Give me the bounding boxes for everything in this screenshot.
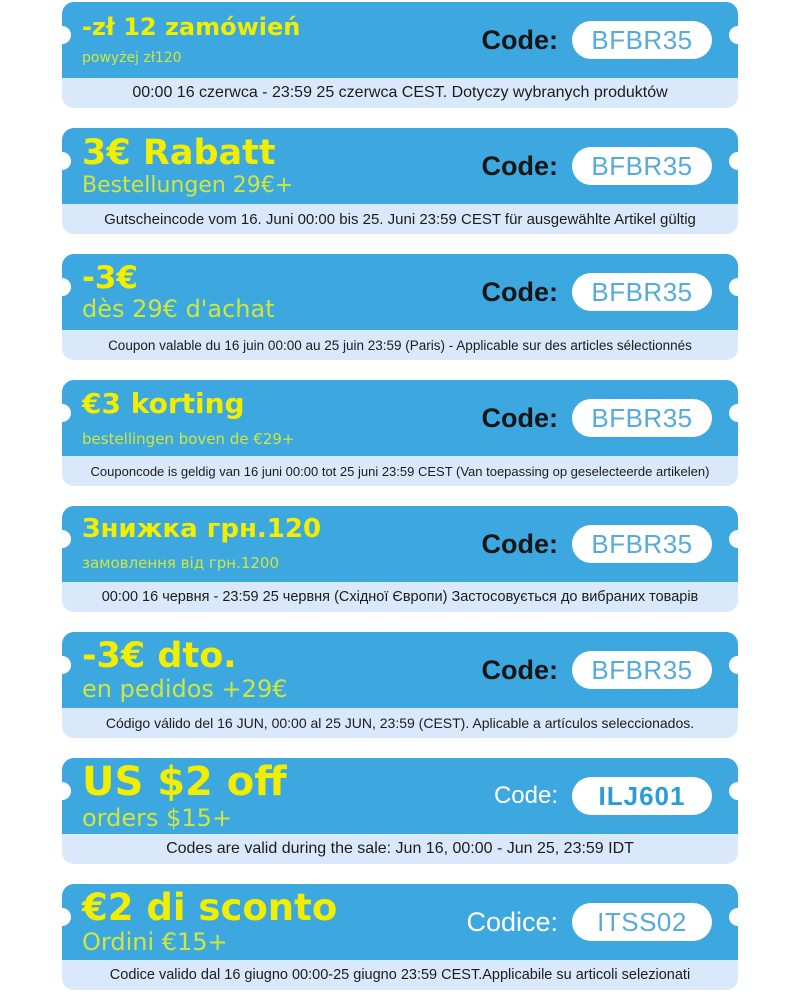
validity-text: Código válido del 16 JUN, 00:00 al 25 JU… bbox=[105, 715, 695, 731]
discount-condition: Bestellungen 29€+ bbox=[82, 172, 294, 198]
coupon-code-pill[interactable]: BFBR35 bbox=[572, 525, 712, 563]
coupon-footer: Codice valido dal 16 giugno 00:00-25 giu… bbox=[62, 960, 738, 990]
validity-text: 00:00 16 czerwca - 23:59 25 czerwca CEST… bbox=[132, 84, 668, 101]
coupon-footer: 00:00 16 czerwca - 23:59 25 czerwca CEST… bbox=[62, 78, 738, 108]
ticket-notch-right bbox=[729, 656, 738, 674]
coupon-code-pill[interactable]: ITSS02 bbox=[572, 903, 712, 941]
ticket-notch-left bbox=[62, 278, 71, 296]
code-label: Code: bbox=[481, 528, 559, 559]
coupon-footer: 00:00 16 червня - 23:59 25 червня (Східн… bbox=[62, 582, 738, 612]
discount-condition: en pedidos +29€ bbox=[82, 674, 288, 703]
ticket-notch-right bbox=[729, 278, 738, 296]
ticket-notch-right bbox=[729, 404, 738, 422]
validity-text: Gutscheincode vom 16. Juni 00:00 bis 25.… bbox=[104, 210, 696, 228]
coupon-code: BFBR35 bbox=[591, 150, 693, 181]
ticket-notch-left bbox=[62, 404, 71, 422]
code-label: Code: bbox=[481, 276, 559, 307]
discount-title: Знижка грн.120 bbox=[82, 514, 322, 545]
ticket-notch-left bbox=[62, 530, 71, 548]
code-label: Code: bbox=[493, 782, 558, 809]
coupon-card-poland: -zł 12 zamówień powyżej zł120 Code: BFBR… bbox=[62, 2, 738, 108]
validity-text: Codice valido dal 16 giugno 00:00-25 giu… bbox=[109, 967, 691, 983]
code-label: Code: bbox=[481, 24, 559, 55]
coupon-code-pill[interactable]: ILJ601 bbox=[572, 777, 712, 815]
coupon-header: Знижка грн.120 замовлення від грн.1200 C… bbox=[62, 506, 738, 582]
coupon-header: €2 di sconto Ordini €15+ Codice: ITSS02 bbox=[62, 884, 738, 960]
validity-text: Coupon valable du 16 juin 00:00 au 25 ju… bbox=[108, 337, 692, 353]
coupon-code-pill[interactable]: BFBR35 bbox=[572, 273, 712, 311]
discount-condition: orders $15+ bbox=[82, 803, 233, 832]
validity-text: Couponcode is geldig van 16 juni 00:00 t… bbox=[90, 463, 710, 479]
discount-title: -3€ bbox=[82, 259, 139, 296]
coupon-footer: Codes are valid during the sale: Jun 16,… bbox=[62, 834, 738, 864]
ticket-notch-right bbox=[729, 908, 738, 926]
coupon-footer: Código válido del 16 JUN, 00:00 al 25 JU… bbox=[62, 708, 738, 738]
coupon-code: BFBR35 bbox=[591, 528, 693, 559]
discount-condition: Ordini €15+ bbox=[82, 927, 228, 956]
discount-title: 3€ Rabatt bbox=[82, 132, 276, 173]
code-label: Code: bbox=[481, 402, 559, 433]
ticket-notch-right bbox=[729, 530, 738, 548]
ticket-notch-left bbox=[62, 152, 71, 170]
coupon-footer: Coupon valable du 16 juin 00:00 au 25 ju… bbox=[62, 330, 738, 360]
ticket-notch-right bbox=[729, 26, 738, 44]
ticket-notch-right bbox=[729, 782, 738, 800]
coupon-code: BFBR35 bbox=[591, 24, 693, 55]
coupon-card-netherlands: €3 korting bestellingen boven de €29+ Co… bbox=[62, 380, 738, 486]
ticket-notch-left bbox=[62, 908, 71, 926]
validity-text: 00:00 16 червня - 23:59 25 червня (Східн… bbox=[101, 589, 699, 605]
coupon-code: ILJ601 bbox=[598, 780, 686, 811]
coupon-card-ukraine: Знижка грн.120 замовлення від грн.1200 C… bbox=[62, 506, 738, 612]
coupon-code-pill[interactable]: BFBR35 bbox=[572, 651, 712, 689]
discount-title: €2 di sconto bbox=[82, 886, 338, 930]
discount-condition: powyżej zł120 bbox=[82, 49, 182, 66]
coupon-footer: Gutscheincode vom 16. Juni 00:00 bis 25.… bbox=[62, 204, 738, 234]
code-label: Code: bbox=[481, 654, 559, 685]
coupon-header: US $2 off orders $15+ Code: ILJ601 bbox=[62, 758, 738, 834]
discount-condition: bestellingen boven de €29+ bbox=[82, 429, 295, 448]
coupon-header: -3€ dès 29€ d'achat Code: BFBR35 bbox=[62, 254, 738, 330]
coupon-code: ITSS02 bbox=[597, 906, 687, 937]
discount-condition: dès 29€ d'achat bbox=[82, 294, 275, 323]
discount-title: -3€ dto. bbox=[82, 635, 237, 676]
coupon-code: BFBR35 bbox=[591, 402, 693, 433]
coupon-header: -zł 12 zamówień powyżej zł120 Code: BFBR… bbox=[62, 2, 738, 78]
coupon-card-us: US $2 off orders $15+ Code: ILJ601 Codes… bbox=[62, 758, 738, 864]
discount-condition: замовлення від грн.1200 bbox=[82, 554, 280, 573]
discount-title: -zł 12 zamówień bbox=[82, 13, 301, 42]
coupon-card-italy: €2 di sconto Ordini €15+ Codice: ITSS02 … bbox=[62, 884, 738, 990]
discount-title: US $2 off bbox=[82, 758, 287, 805]
coupon-footer: Couponcode is geldig van 16 juni 00:00 t… bbox=[62, 456, 738, 486]
coupon-code-pill[interactable]: BFBR35 bbox=[572, 147, 712, 185]
code-label: Code: bbox=[481, 150, 559, 181]
ticket-notch-left bbox=[62, 26, 71, 44]
coupon-code: BFBR35 bbox=[591, 654, 693, 685]
ticket-notch-left bbox=[62, 656, 71, 674]
validity-text: Codes are valid during the sale: Jun 16,… bbox=[166, 840, 634, 857]
coupon-code-pill[interactable]: BFBR35 bbox=[572, 399, 712, 437]
ticket-notch-left bbox=[62, 782, 71, 800]
coupon-code-pill[interactable]: BFBR35 bbox=[572, 21, 712, 59]
coupon-code: BFBR35 bbox=[591, 276, 693, 307]
ticket-notch-right bbox=[729, 152, 738, 170]
coupon-header: -3€ dto. en pedidos +29€ Code: BFBR35 bbox=[62, 632, 738, 708]
discount-title: €3 korting bbox=[82, 387, 245, 421]
coupon-card-france: -3€ dès 29€ d'achat Code: BFBR35 Coupon … bbox=[62, 254, 738, 360]
coupon-card-spain: -3€ dto. en pedidos +29€ Code: BFBR35 Có… bbox=[62, 632, 738, 738]
coupon-header: €3 korting bestellingen boven de €29+ Co… bbox=[62, 380, 738, 456]
coupon-header: 3€ Rabatt Bestellungen 29€+ Code: BFBR35 bbox=[62, 128, 738, 204]
code-label: Codice: bbox=[466, 906, 558, 937]
coupon-card-germany: 3€ Rabatt Bestellungen 29€+ Code: BFBR35… bbox=[62, 128, 738, 234]
